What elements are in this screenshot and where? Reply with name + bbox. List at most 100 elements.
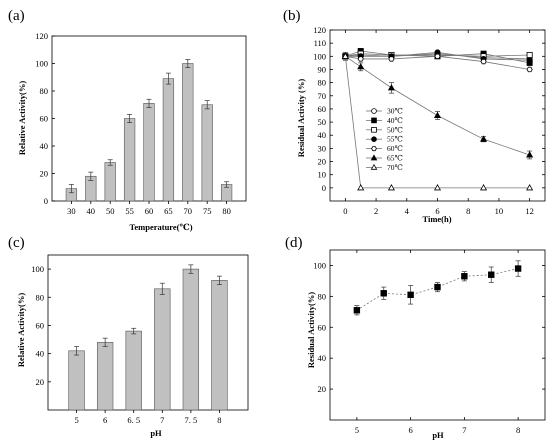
panel-b-y-tick-label: 50 — [318, 117, 327, 127]
panel-a-x-tick-label: 65 — [164, 206, 173, 216]
panel-d-data-point — [514, 265, 522, 272]
panel-b-legend-marker — [371, 127, 377, 133]
panel-c-y-tick-label: 60 — [36, 320, 45, 330]
panel-d-x-tick-label: 5 — [355, 425, 359, 435]
panel-d-data-point — [407, 291, 414, 299]
panel-b-data-point — [388, 56, 395, 62]
panel-d-x-tick-label: 6 — [409, 425, 413, 435]
panel-b-series-line — [345, 55, 530, 156]
panel-b-legend-marker — [371, 117, 377, 124]
panel-b-y-tick-label: 70 — [318, 91, 327, 101]
panel-a-x-tick-label: 40 — [87, 206, 96, 216]
panel-c-y-tick-label: 100 — [31, 264, 44, 274]
panel-b-data-point — [480, 184, 488, 191]
panel-a-temperature-activity-chart: (a) Relative Activity(%) Temperature(℃) … — [8, 8, 247, 232]
panel-a-bar — [123, 118, 136, 202]
panel-b-legend-label: 50℃ — [387, 125, 403, 134]
panel-b-legend-marker — [370, 163, 378, 170]
panel-d-y-tick-label: 80 — [318, 291, 327, 301]
panel-c-x-axis-label: pH — [150, 428, 162, 438]
panel-a-x-tick-label: 75 — [203, 206, 212, 216]
panel-d-x-tick-label: 7 — [462, 425, 466, 435]
panel-a-bar — [162, 78, 175, 202]
panel-label-a: (a) — [8, 8, 25, 24]
panel-c-bar — [182, 268, 200, 411]
panel-c-ph-activity-chart: (c) Relative Activity(%) pH 20 40 60 80 100 5… — [8, 235, 249, 438]
panel-b-y-tick-label: 90 — [318, 64, 327, 74]
panel-c-bar — [96, 342, 114, 411]
panel-b-data-point — [357, 56, 364, 62]
panel-b-data-point — [480, 135, 488, 142]
panel-b-x-tick-label: 4 — [405, 206, 410, 216]
panel-c-x-tick-label: 5 — [74, 415, 78, 425]
panel-c-bar — [154, 288, 171, 411]
plot-frame — [47, 254, 249, 411]
panel-b-data-point — [433, 111, 442, 118]
panel-b-y-tick-label: 60 — [318, 104, 327, 114]
panel-b-x-tick-label: 8 — [466, 206, 470, 216]
panel-b-x-tick-label: 2 — [374, 206, 378, 216]
panel-b-y-tick-label: 30 — [318, 143, 327, 153]
panel-b-y-tick-label: 110 — [314, 38, 326, 48]
panel-b-legend-marker — [370, 154, 378, 161]
panel-b-data-point — [433, 184, 442, 191]
panel-b-legend-label: 40℃ — [387, 116, 403, 125]
panel-a-x-tick-label: 30 — [67, 206, 76, 216]
panel-c-x-tick-label: 8 — [217, 415, 221, 425]
panel-label-d: (d) — [285, 235, 303, 251]
panel-b-x-tick-label: 0 — [343, 206, 347, 216]
panel-b-data-point — [526, 184, 534, 191]
panel-b-legend-marker — [371, 108, 377, 114]
panel-b-y-tick-label: 10 — [318, 170, 327, 180]
panel-c-bar — [68, 350, 85, 411]
panel-b-data-point — [526, 57, 533, 64]
panel-c-y-tick-label: 40 — [36, 349, 45, 359]
panel-b-data-point — [526, 66, 533, 73]
panel-d-ph-stability-chart: (d) Residual Activity(%) pH 20 40 60 80 100 5… — [285, 235, 546, 440]
panel-b-data-point — [480, 58, 487, 65]
panel-d-data-point — [488, 271, 495, 278]
panel-d-x-tick-label: 8 — [516, 425, 520, 435]
panel-b-y-tick-label: 40 — [318, 130, 327, 140]
panel-d-data-point — [353, 307, 361, 314]
panel-d-y-tick-label: 60 — [318, 322, 327, 332]
panel-a-x-tick-label: 55 — [125, 206, 134, 216]
panel-d-y-tick-label: 40 — [318, 353, 327, 363]
panel-b-x-tick-label: 10 — [495, 206, 504, 216]
panel-b-legend-marker — [371, 146, 377, 152]
panel-b-y-tick-label: 100 — [313, 51, 326, 61]
panel-a-x-axis-label: Temperature(℃) — [129, 222, 192, 232]
panel-b-y-tick-label: 20 — [318, 157, 327, 167]
panel-b-data-point — [526, 51, 533, 58]
panel-d-y-tick-label: 100 — [313, 260, 326, 270]
panel-d-x-axis-label: pH — [432, 430, 444, 440]
panel-c-x-tick-label: 7. 5 — [184, 415, 197, 425]
panel-b-legend-label: 70℃ — [387, 163, 403, 172]
panel-d-y-axis-label: Residual Activity(%) — [306, 292, 316, 368]
panel-c-bar — [125, 330, 142, 411]
panel-b-legend-marker — [371, 136, 377, 143]
plot-frame — [329, 249, 546, 421]
panel-b-data-point — [357, 184, 365, 191]
panel-a-bar — [143, 103, 155, 202]
panel-d-data-point — [434, 283, 441, 291]
panel-c-x-tick-label: 6. 5 — [127, 415, 140, 425]
panel-b-legend-label: 60℃ — [387, 144, 403, 153]
panel-a-bar — [104, 162, 116, 202]
panel-b-data-point — [341, 52, 349, 59]
panel-b-data-point — [387, 184, 395, 191]
panel-a-x-tick-label: 60 — [145, 206, 154, 216]
panel-c-y-axis-label: Relative Activity(%) — [16, 293, 26, 368]
panel-b-x-tick-label: 12 — [525, 206, 534, 216]
panel-b-legend-label: 30℃ — [387, 107, 403, 116]
panel-a-x-tick-label: 70 — [184, 206, 193, 216]
panel-a-y-tick-label: 120 — [35, 31, 48, 41]
panel-c-y-tick-label: 20 — [36, 377, 45, 387]
panel-c-x-tick-label: 6 — [103, 415, 107, 425]
panel-a-bar — [182, 63, 194, 202]
panel-b-data-point — [434, 53, 441, 59]
panel-label-b: (b) — [283, 8, 301, 24]
panel-a-y-tick-label: 20 — [40, 169, 49, 179]
panel-a-x-tick-label: 80 — [222, 206, 231, 216]
